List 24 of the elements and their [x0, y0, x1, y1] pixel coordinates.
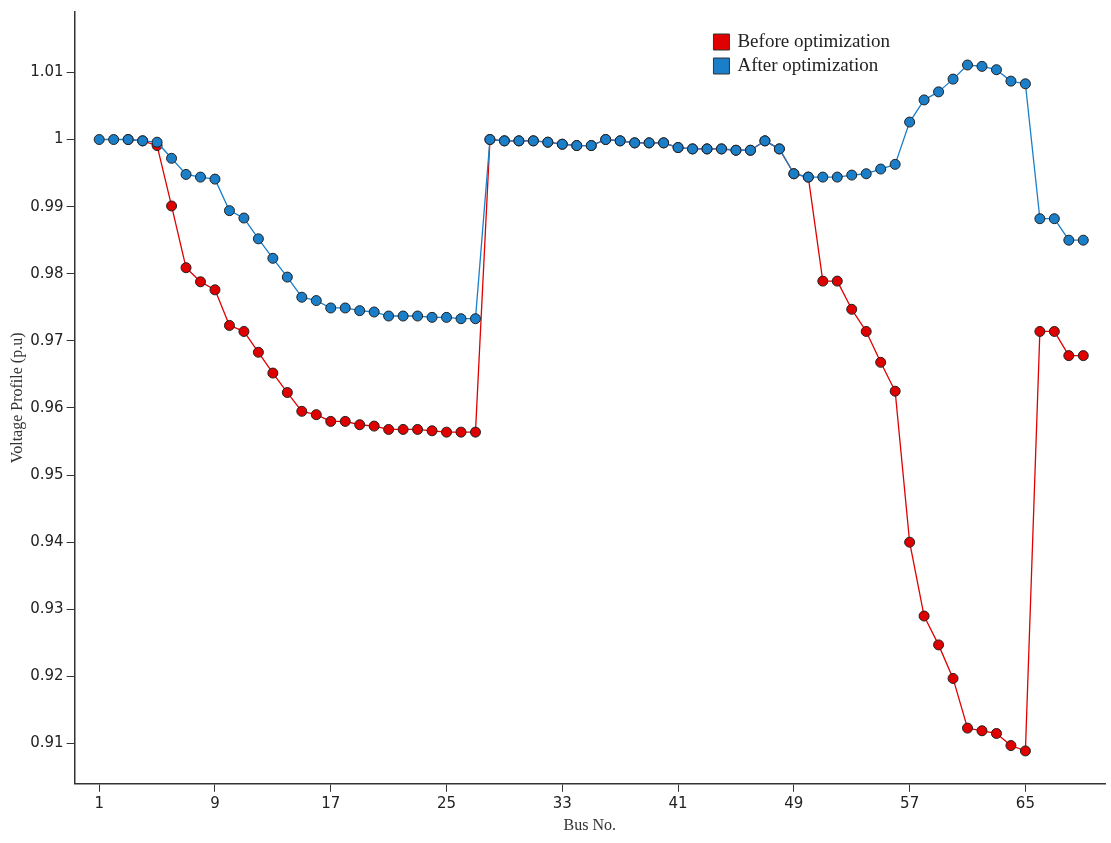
y-tick-label: 0.99	[30, 196, 64, 215]
y-tick-label: 1.01	[30, 62, 64, 81]
y-tick-label: 0.98	[30, 263, 64, 282]
x-tick-label: 25	[436, 793, 457, 812]
x-tick-label: 41	[668, 793, 688, 812]
y-tick-label: 0.93	[30, 599, 64, 618]
legend-label: Before optimization	[737, 29, 891, 51]
x-tick-label: 17	[321, 793, 341, 812]
x-tick-label: 57	[900, 793, 920, 812]
y-tick-label: 0.96	[30, 397, 64, 416]
x-tick-label: 1	[94, 793, 104, 812]
x-axis-title: Bus No.	[563, 815, 617, 833]
y-tick-label: 0.97	[30, 330, 64, 349]
x-tick-label: 65	[1015, 793, 1035, 812]
x-tick-label: 49	[784, 793, 804, 812]
y-tick-label: 0.94	[30, 532, 64, 551]
y-tick-label: 0.91	[30, 733, 64, 752]
x-tick-label: 9	[210, 793, 220, 812]
y-tick-label: 0.95	[30, 464, 64, 483]
x-tick-label: 33	[552, 793, 572, 812]
y-axis-title: Voltage Profile (p.u)	[7, 332, 26, 464]
y-tick-label: 1	[54, 129, 64, 148]
y-tick-label: 0.92	[30, 666, 64, 685]
legend-label: After optimization	[737, 53, 879, 75]
